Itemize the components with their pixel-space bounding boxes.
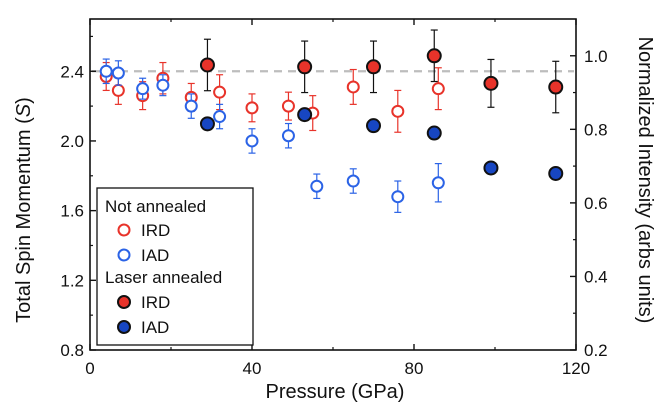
- data-point: [391, 190, 405, 204]
- y-left-tick-label: 1.2: [60, 271, 84, 290]
- data-point: [483, 75, 499, 91]
- data-point: [213, 110, 227, 124]
- y-axis-left-title: Total Spin Momentum (S): [13, 97, 35, 323]
- y-axis-left-title-suffix: ): [13, 97, 35, 104]
- y-axis-left-title-prefix: Total Spin Momentum (: [13, 117, 35, 323]
- data-point: [431, 82, 445, 96]
- legend-marker-iad-filled: [117, 320, 131, 334]
- data-point: [426, 48, 442, 64]
- x-axis-title: Pressure (GPa): [266, 381, 405, 403]
- legend-marker-ird-open: [117, 223, 131, 237]
- data-point: [548, 165, 564, 181]
- legend: Not annealed IRD IAD Laser annealed IRD …: [96, 187, 254, 346]
- y-right-tick-label: 0.6: [584, 194, 608, 213]
- legend-label-iad-filled: IAD: [141, 318, 169, 337]
- data-point: [310, 179, 324, 193]
- y-right-tick-label: 0.2: [584, 341, 608, 360]
- data-point: [297, 107, 313, 123]
- data-point: [199, 57, 215, 73]
- data-point: [281, 99, 295, 113]
- legend-marker-ird-filled: [117, 295, 131, 309]
- data-point: [99, 64, 113, 78]
- y-right-tick-label: 1.0: [584, 47, 608, 66]
- data-marks-layer: [99, 29, 564, 213]
- y-left-tick-label: 2.4: [60, 62, 84, 81]
- legend-box: [96, 187, 254, 346]
- legend-group-not-annealed: Not annealed: [105, 197, 206, 216]
- data-point: [346, 174, 360, 188]
- data-point: [431, 176, 445, 190]
- x-tick-label: 40: [243, 359, 262, 378]
- y-axis-left-title-var: S: [13, 103, 35, 117]
- series-ird-laser-annealed: [199, 29, 564, 114]
- data-point: [346, 80, 360, 94]
- data-point: [548, 79, 564, 95]
- y-left-tick-label: 0.8: [60, 341, 84, 360]
- data-point: [297, 59, 313, 75]
- data-point: [366, 59, 381, 75]
- legend-label-iad-open: IAD: [141, 246, 169, 265]
- legend-label-ird-open: IRD: [141, 221, 170, 240]
- y-right-tick-label: 0.4: [584, 267, 608, 286]
- data-point: [111, 83, 125, 97]
- axis-ticks-layer: 0 40 80 120 0.8 1.2 1.6 2.0 2.4 0.2 0.4 0.6 0.8 1.0: [60, 19, 608, 378]
- x-tick-label: 120: [562, 359, 590, 378]
- y-axis-right-title: Normalized Intensity (arbs units): [634, 37, 654, 324]
- data-point: [426, 125, 442, 141]
- data-point: [245, 134, 259, 148]
- legend-label-ird-filled: IRD: [141, 293, 170, 312]
- series-iad-laser-annealed: [199, 107, 564, 181]
- legend-group-laser-annealed: Laser annealed: [105, 268, 222, 287]
- legend-marker-iad-open: [117, 248, 131, 262]
- series-ird-not-annealed: [99, 61, 445, 133]
- data-point: [391, 104, 405, 118]
- data-point: [245, 101, 259, 115]
- y-left-tick-label: 2.0: [60, 132, 84, 151]
- data-point: [111, 66, 125, 80]
- y-right-tick-label: 0.8: [584, 120, 608, 139]
- data-point: [213, 85, 227, 99]
- data-point: [184, 99, 198, 113]
- series-iad-not-annealed: [99, 58, 445, 213]
- data-point: [199, 116, 215, 132]
- y-left-tick-label: 1.6: [60, 202, 84, 221]
- x-tick-label: 0: [85, 359, 94, 378]
- x-tick-label: 80: [405, 359, 424, 378]
- data-point: [156, 78, 170, 92]
- data-point: [366, 118, 381, 134]
- data-point: [483, 160, 499, 176]
- data-point: [136, 82, 150, 96]
- data-point: [281, 129, 295, 143]
